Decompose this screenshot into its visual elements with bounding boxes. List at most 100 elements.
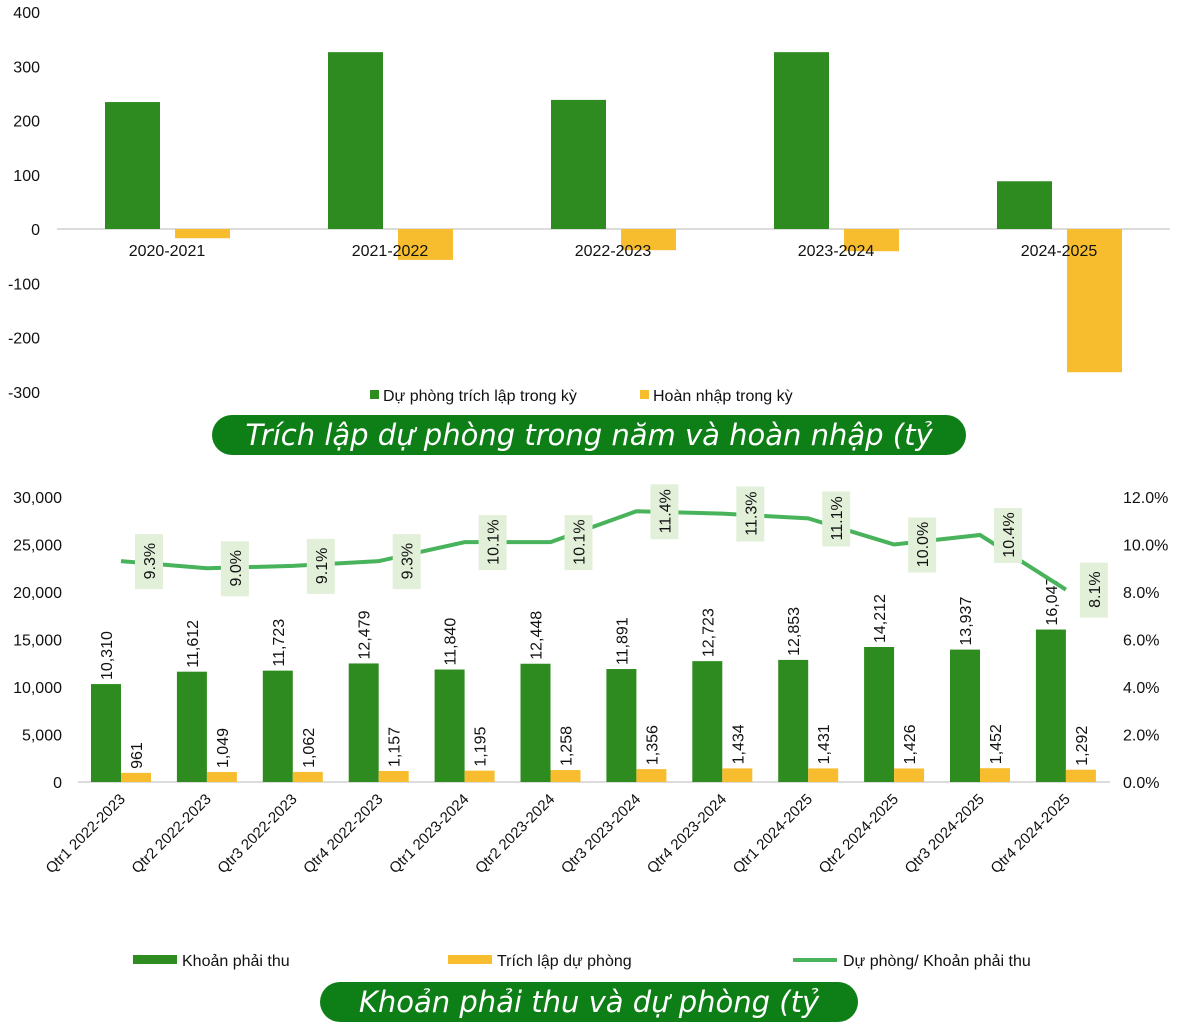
y-tick-label: 0 [31, 222, 40, 239]
x-tick-label: 2024-2025 [1021, 243, 1098, 260]
y-tick-label: 10,000 [13, 680, 62, 697]
ratio-label: 11.1% [829, 496, 846, 540]
bar-khoan-phai-thu [606, 669, 637, 782]
y-tick-label: 400 [13, 5, 40, 22]
y-tick-label: 30,000 [13, 490, 62, 507]
bar-trich-lap [894, 768, 925, 782]
bar-du-phong [105, 102, 160, 229]
legend-label: Dự phòng trích lập trong kỳ [383, 388, 577, 405]
bar-khoan-phai-thu [520, 663, 551, 782]
y2-tick-label: 10.0% [1123, 538, 1168, 555]
bar-label-yellow: 1,258 [559, 726, 576, 766]
bar-trich-lap [1065, 769, 1096, 782]
bar-label-green: 12,448 [529, 611, 546, 660]
y-tick-label: 0 [53, 775, 62, 792]
ratio-label-bg [135, 534, 163, 590]
bar-khoan-phai-thu [348, 663, 379, 782]
bar-khoan-phai-thu [1035, 629, 1066, 782]
x-tick-label: Qtr1 2024-2025 [730, 791, 816, 877]
y-tick-label: 5,000 [22, 728, 62, 745]
legend-label: Hoàn nhập trong kỳ [653, 388, 793, 405]
bar-trich-lap [292, 771, 323, 782]
y-tick-label: 20,000 [13, 585, 62, 602]
bar-label-green: 16,047 [1044, 577, 1061, 626]
x-tick-label: 2020-2021 [129, 243, 206, 260]
x-tick-label: 2021-2022 [352, 243, 429, 260]
bar-trich-lap [808, 768, 839, 782]
bar-label-yellow: 1,195 [473, 727, 490, 767]
bar-label-green: 11,840 [443, 618, 460, 666]
legend-swatch-yellow [448, 955, 492, 964]
y-tick-label: -300 [8, 385, 40, 402]
bar-khoan-phai-thu [950, 649, 980, 782]
ratio-label: 11.3% [743, 492, 760, 536]
x-tick-label: Qtr2 2024-2025 [816, 791, 902, 877]
bar-trich-lap [980, 768, 1010, 782]
legend-label: Khoản phải thu [182, 953, 290, 970]
bar-label-green: 12,853 [786, 607, 803, 656]
bar-label-yellow: 1,292 [1074, 726, 1091, 766]
ratio-label-bg [994, 508, 1022, 563]
x-tick-label: Qtr2 2023-2024 [472, 791, 558, 877]
ratio-label-bg [908, 517, 937, 573]
y-tick-label: 100 [13, 168, 40, 185]
ratio-label: 10.1% [486, 519, 503, 564]
ratio-label: 10.0% [915, 522, 932, 567]
ratio-label: 9.3% [400, 543, 417, 579]
ratio-label-bg [392, 534, 421, 590]
bar-du-phong [328, 52, 383, 229]
x-tick-label: Qtr3 2022-2023 [214, 791, 300, 877]
bar-khoan-phai-thu [262, 670, 293, 782]
bar-khoan-phai-thu [864, 646, 895, 782]
bar-label-yellow: 1,426 [902, 724, 919, 764]
x-tick-label: Qtr3 2023-2024 [558, 791, 644, 877]
bar-du-phong [551, 99, 606, 229]
bar-khoan-phai-thu [91, 684, 121, 782]
y-tick-label: 300 [13, 59, 40, 76]
y-tick-label: 15,000 [13, 633, 62, 650]
y2-tick-label: 6.0% [1123, 633, 1159, 650]
ratio-label: 10.4% [1001, 512, 1018, 557]
legend-label: Dự phòng/ Khoản phải thu [843, 953, 1031, 970]
ratio-label: 11.4% [657, 489, 674, 533]
bar-label-green: 11,891 [614, 617, 631, 665]
y-tick-label: 25,000 [13, 538, 62, 555]
x-tick-label: Qtr4 2024-2025 [987, 791, 1073, 877]
ratio-label: 9.0% [228, 550, 245, 586]
x-tick-label: Qtr4 2022-2023 [300, 791, 386, 877]
bar-hoan-nhap [398, 229, 453, 260]
bar-label-yellow: 1,434 [730, 724, 747, 764]
bar-trich-lap [550, 770, 581, 782]
bar-trich-lap [722, 768, 753, 782]
bar-label-green: 11,612 [185, 620, 202, 668]
bar-khoan-phai-thu [778, 659, 809, 782]
bar-label-yellow: 1,062 [301, 728, 318, 768]
bar-label-green: 11,723 [271, 619, 288, 667]
bar-trich-lap [378, 771, 409, 782]
ratio-label-bg [822, 491, 851, 547]
bar-khoan-phai-thu [692, 661, 723, 782]
ratio-label-bg [1079, 562, 1108, 618]
bar-hoan-nhap [621, 229, 676, 251]
bar-hoan-nhap [175, 229, 230, 239]
bar-label-green: 12,479 [357, 610, 374, 659]
ratio-label-bg [306, 538, 335, 594]
bar-du-phong [997, 181, 1052, 229]
x-tick-label: Qtr4 2023-2024 [644, 791, 730, 877]
bar-khoan-phai-thu [176, 671, 207, 782]
x-tick-label: Qtr1 2023-2024 [386, 791, 472, 877]
bar-label-yellow: 1,431 [816, 724, 833, 764]
legend-swatch-green [370, 390, 379, 399]
ratio-label-bg [478, 515, 507, 571]
bar-du-phong [774, 52, 829, 229]
y2-tick-label: 4.0% [1123, 680, 1159, 697]
bar-label-yellow: 1,356 [644, 725, 661, 765]
y2-tick-label: 12.0% [1123, 490, 1168, 507]
ratio-label-bg [220, 541, 249, 597]
y-tick-label: 200 [13, 114, 40, 131]
ratio-label: 10.1% [572, 519, 589, 564]
x-tick-label: Qtr2 2022-2023 [128, 791, 214, 877]
ratio-label-bg [736, 486, 765, 542]
